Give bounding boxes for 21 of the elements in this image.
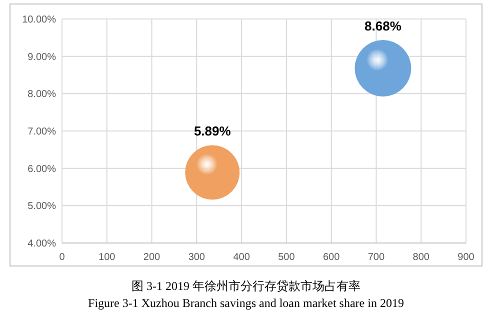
x-tick-label: 700 xyxy=(368,252,385,263)
y-tick-label: 7.00% xyxy=(28,126,56,138)
x-tick-label: 0 xyxy=(59,252,66,263)
x-tick-label: 200 xyxy=(143,252,161,263)
y-tick-label: 4.00% xyxy=(28,238,56,250)
x-tick-label: 400 xyxy=(233,252,250,263)
x-tick-label: 800 xyxy=(412,252,430,263)
y-tick-label: 9.00% xyxy=(28,52,56,63)
data-label: 8.68% xyxy=(364,18,402,34)
x-tick-label: 600 xyxy=(322,252,340,263)
x-tick-label: 500 xyxy=(278,252,296,263)
y-tick-label: 6.00% xyxy=(28,164,56,175)
x-tick-label: 100 xyxy=(98,252,116,263)
y-tick-label: 8.00% xyxy=(28,89,56,100)
x-tick-label: 900 xyxy=(458,252,475,263)
caption: Figure 3-1 Xuzhou Branch savings and loan market share in 2019 xyxy=(88,296,404,310)
y-tick-label: 10.00% xyxy=(22,14,56,26)
data-label: 5.89% xyxy=(194,123,232,138)
caption: 图 3-1 2019 年徐州市分行存贷款市场占有率 xyxy=(132,279,360,293)
x-tick-label: 300 xyxy=(188,252,206,263)
y-tick-label: 5.00% xyxy=(28,201,56,212)
